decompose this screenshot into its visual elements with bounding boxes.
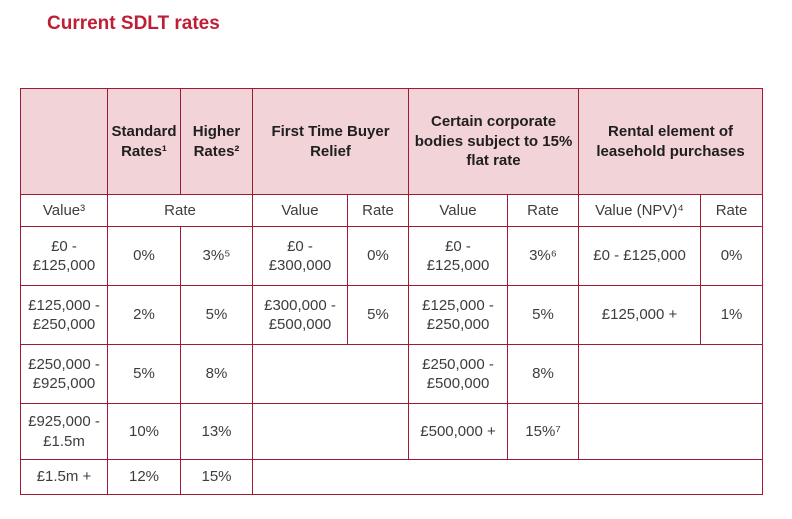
value-cell: £1.5m + bbox=[20, 459, 108, 495]
value-cell: £300,000 - £500,000 bbox=[252, 285, 348, 345]
rate-cell: 2% bbox=[107, 285, 181, 345]
blank-cell bbox=[251, 459, 764, 495]
table-row: £0 - £125,000 0% 3%⁵ £0 - £300,000 0% £0… bbox=[20, 226, 764, 286]
subheader-value-npv: Value (NPV)⁴ bbox=[578, 194, 702, 227]
subheader-value: Value³ bbox=[20, 194, 108, 227]
rate-cell: 0% bbox=[700, 226, 764, 286]
rate-cell: 12% bbox=[107, 459, 181, 495]
table-row: £125,000 - £250,000 2% 5% £300,000 - £50… bbox=[20, 285, 764, 345]
rate-cell: 15%⁷ bbox=[507, 403, 580, 460]
value-cell: £250,000 - £500,000 bbox=[408, 344, 509, 404]
subheader-rate: Rate bbox=[107, 194, 253, 227]
rate-cell: 5% bbox=[180, 285, 253, 345]
table-row: £1.5m + 12% 15% bbox=[20, 459, 764, 495]
subheader-rate: Rate bbox=[507, 194, 580, 227]
rate-cell: 8% bbox=[180, 344, 253, 404]
value-cell: £925,000 - £1.5m bbox=[20, 403, 108, 460]
value-cell: £125,000 - £250,000 bbox=[408, 285, 509, 345]
rate-cell: 15% bbox=[180, 459, 253, 495]
band-higher-rates: Higher Rates² bbox=[180, 88, 253, 195]
sdlt-rates-table: Standard Rates¹ Higher Rates² First Time… bbox=[20, 88, 764, 495]
rate-cell: 5% bbox=[346, 285, 410, 345]
rate-cell: 8% bbox=[507, 344, 580, 404]
band-standard-rates: Standard Rates¹ bbox=[107, 88, 181, 195]
rate-cell: 0% bbox=[346, 226, 410, 286]
rate-cell: 5% bbox=[107, 344, 181, 404]
value-cell: £500,000 + bbox=[408, 403, 509, 460]
value-cell: £0 - £125,000 bbox=[578, 226, 702, 286]
rate-cell: 3%⁶ bbox=[507, 226, 580, 286]
subheader-value: Value bbox=[408, 194, 509, 227]
rate-cell: 13% bbox=[180, 403, 253, 460]
subheader-value: Value bbox=[252, 194, 348, 227]
value-cell: £0 - £300,000 bbox=[252, 226, 348, 286]
subheader-rate: Rate bbox=[700, 194, 764, 227]
value-cell: £125,000 + bbox=[578, 285, 702, 345]
table-row: £925,000 - £1.5m 10% 13% £500,000 + 15%⁷ bbox=[20, 403, 764, 460]
page-title: Current SDLT rates bbox=[47, 13, 220, 34]
value-cell: £125,000 - £250,000 bbox=[20, 285, 108, 345]
band-ftb-relief: First Time Buyer Relief bbox=[251, 88, 410, 195]
blank-cell bbox=[578, 403, 764, 460]
blank-cell bbox=[251, 403, 410, 460]
subheader-rate: Rate bbox=[346, 194, 410, 227]
band-corner bbox=[20, 88, 108, 195]
value-cell: £250,000 - £925,000 bbox=[20, 344, 108, 404]
band-rental: Rental element of leasehold purchases bbox=[578, 88, 764, 195]
table-row: £250,000 - £925,000 5% 8% £250,000 - £50… bbox=[20, 344, 764, 404]
blank-cell bbox=[578, 344, 764, 404]
rate-cell: 3%⁵ bbox=[180, 226, 253, 286]
rate-cell: 0% bbox=[107, 226, 181, 286]
blank-cell bbox=[251, 344, 410, 404]
table-subheader-row: Value³ Rate Value Rate Value Rate Value … bbox=[20, 194, 764, 227]
band-corporate: Certain corporate bodies subject to 15% … bbox=[408, 88, 580, 195]
value-cell: £0 - £125,000 bbox=[20, 226, 108, 286]
value-cell: £0 - £125,000 bbox=[408, 226, 509, 286]
rate-cell: 1% bbox=[700, 285, 764, 345]
rate-cell: 5% bbox=[507, 285, 580, 345]
rate-cell: 10% bbox=[107, 403, 181, 460]
table-band-row: Standard Rates¹ Higher Rates² First Time… bbox=[20, 88, 764, 195]
